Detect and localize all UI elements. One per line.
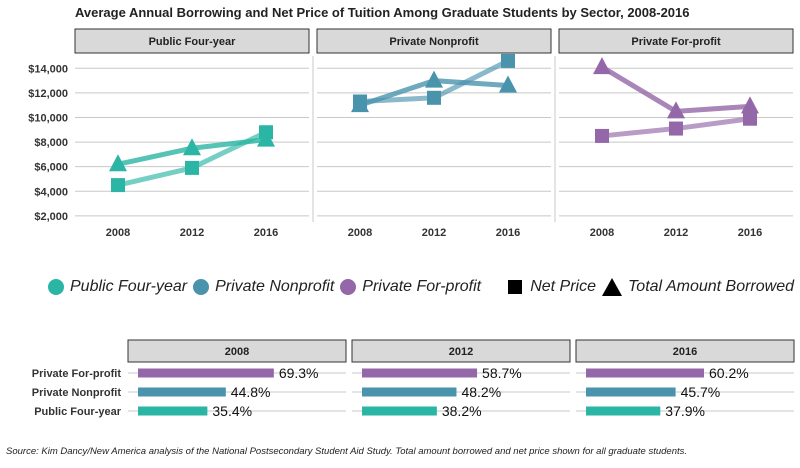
legend-swatch-private-for-profit bbox=[340, 279, 357, 295]
y-tick-label: $12,000 bbox=[28, 88, 68, 100]
legend-label-private-nonprofit: Private Nonprofit bbox=[215, 278, 335, 295]
bar-value-label-private-nonprofit-2008: 44.8% bbox=[231, 384, 271, 400]
bar-facet-label-2016: 2016 bbox=[673, 346, 697, 358]
borrowed-marker-private-nonprofit-2008 bbox=[351, 95, 369, 113]
y-tick-label: $10,000 bbox=[28, 112, 68, 124]
bar-private-for-profit-2008 bbox=[138, 368, 274, 378]
legend-item-private-nonprofit: Private Nonprofit bbox=[193, 278, 334, 296]
x-tick-label: 2008 bbox=[590, 227, 614, 239]
legend-item-public-four-year: Public Four-year bbox=[48, 278, 187, 296]
line-chart: $2,000 $4,000 $6,000 $8,000 $10,000 $12,000 $1… bbox=[28, 28, 794, 239]
bar-value-label-private-nonprofit-2012: 48.2% bbox=[461, 384, 501, 400]
x-tick-label: 2012 bbox=[422, 227, 446, 239]
triangle-icon bbox=[601, 278, 622, 296]
bar-public-four-year-2016 bbox=[586, 406, 661, 416]
bar-value-label-public-four-year-2016: 37.9% bbox=[665, 403, 705, 419]
net-price-marker-private-for-profit-2008 bbox=[595, 128, 609, 143]
bar-public-four-year-2012 bbox=[362, 406, 437, 416]
bar-value-label-private-nonprofit-2016: 45.7% bbox=[681, 384, 721, 400]
bar-private-for-profit-2016 bbox=[586, 368, 704, 378]
bar-private-nonprofit-2008 bbox=[138, 387, 226, 397]
borrowed-marker-private-for-profit-2016 bbox=[741, 96, 759, 114]
borrowed-marker-private-for-profit-2012 bbox=[667, 101, 685, 119]
x-tick-label: 2016 bbox=[738, 227, 762, 239]
legend-item-private-for-profit: Private For-profit bbox=[340, 278, 481, 296]
borrowed-marker-private-for-profit-2008 bbox=[593, 57, 611, 75]
source-note: Source: Kim Dancy/New America analysis o… bbox=[6, 446, 688, 457]
x-tick-label: 2008 bbox=[106, 227, 130, 239]
legend-label-public-four-year: Public Four-year bbox=[70, 278, 188, 295]
bar-value-label-private-for-profit-2012: 58.7% bbox=[482, 365, 522, 381]
y-tick-label: $6,000 bbox=[34, 162, 68, 174]
bar-facet-strip-2008 bbox=[127, 339, 347, 363]
bar-value-label-public-four-year-2012: 38.2% bbox=[442, 403, 482, 419]
bar-facet-label-2012: 2012 bbox=[449, 346, 473, 358]
legend-label-net-price: Net Price bbox=[530, 278, 596, 295]
net-price-marker-private-for-profit-2016 bbox=[743, 111, 757, 126]
net-price-marker-public-four-year-2012 bbox=[185, 160, 199, 175]
y-tick-label: $14,000 bbox=[28, 63, 68, 75]
x-tick-label: 2016 bbox=[254, 227, 278, 239]
facet-label-private-nonprofit: Private Nonprofit bbox=[389, 36, 479, 48]
y-tick-label: $2,000 bbox=[34, 211, 68, 223]
bar-chart: Private For-profit Private Nonprofit Publi… bbox=[32, 339, 795, 419]
bar-facet-label-2008: 2008 bbox=[225, 346, 249, 358]
facet-label-private-for-profit: Private For-profit bbox=[631, 36, 721, 48]
legend-label-total-borrowed: Total Amount Borrowed bbox=[627, 278, 794, 295]
net-price-marker-private-nonprofit-2012 bbox=[427, 90, 441, 105]
bar-public-four-year-2008 bbox=[138, 406, 208, 416]
facet-label-public-four-year: Public Four-year bbox=[149, 36, 237, 48]
bar-private-nonprofit-2016 bbox=[586, 387, 676, 397]
bar-value-label-private-for-profit-2016: 60.2% bbox=[709, 365, 749, 381]
legend-swatch-public-four-year bbox=[48, 279, 64, 295]
legend-label-private-for-profit: Private For-profit bbox=[362, 278, 482, 295]
borrowed-marker-private-nonprofit-2012 bbox=[425, 70, 443, 88]
y-tick-label: $4,000 bbox=[34, 186, 68, 198]
bar-category-label-private-for-profit: Private For-profit bbox=[32, 368, 122, 380]
legend-item-net-price: Net Price bbox=[508, 278, 596, 296]
borrowed-marker-public-four-year-2008 bbox=[109, 154, 127, 172]
bar-facet-strip-2012 bbox=[351, 339, 571, 363]
facet-strip-private-nonprofit bbox=[316, 28, 552, 54]
bar-value-label-private-for-profit-2008: 69.3% bbox=[279, 365, 319, 381]
x-tick-label: 2012 bbox=[664, 227, 688, 239]
borrowed-marker-private-nonprofit-2016 bbox=[499, 75, 517, 93]
facet-strip-private-for-profit bbox=[558, 28, 794, 54]
bar-category-label-private-nonprofit: Private Nonprofit bbox=[32, 387, 122, 399]
x-tick-label: 2008 bbox=[348, 227, 372, 239]
x-tick-label: 2012 bbox=[180, 227, 204, 239]
legend-swatch-private-nonprofit bbox=[193, 279, 210, 295]
net-price-marker-private-for-profit-2012 bbox=[669, 121, 683, 136]
borrowed-marker-public-four-year-2016 bbox=[257, 129, 275, 147]
x-tick-label: 2016 bbox=[496, 227, 520, 239]
net-price-marker-public-four-year-2008 bbox=[111, 178, 125, 193]
bar-private-for-profit-2012 bbox=[362, 368, 478, 378]
facet-strip-public-four-year bbox=[74, 28, 310, 54]
y-tick-label: $8,000 bbox=[34, 137, 68, 149]
bar-category-label-public-four-year: Public Four-year bbox=[34, 406, 122, 418]
net-price-marker-private-nonprofit-2016 bbox=[501, 53, 515, 68]
borrowed-marker-public-four-year-2012 bbox=[183, 138, 201, 156]
bar-private-nonprofit-2012 bbox=[362, 387, 457, 397]
legend: Public Four-year Private Nonprofit Priva… bbox=[48, 274, 800, 300]
bar-value-label-public-four-year-2008: 35.4% bbox=[212, 403, 252, 419]
legend-item-total-borrowed: Total Amount Borrowed bbox=[601, 278, 794, 296]
square-icon bbox=[508, 280, 523, 294]
chart-title: Average Annual Borrowing and Net Price o… bbox=[75, 5, 690, 20]
bar-facet-strip-2016 bbox=[575, 339, 795, 363]
